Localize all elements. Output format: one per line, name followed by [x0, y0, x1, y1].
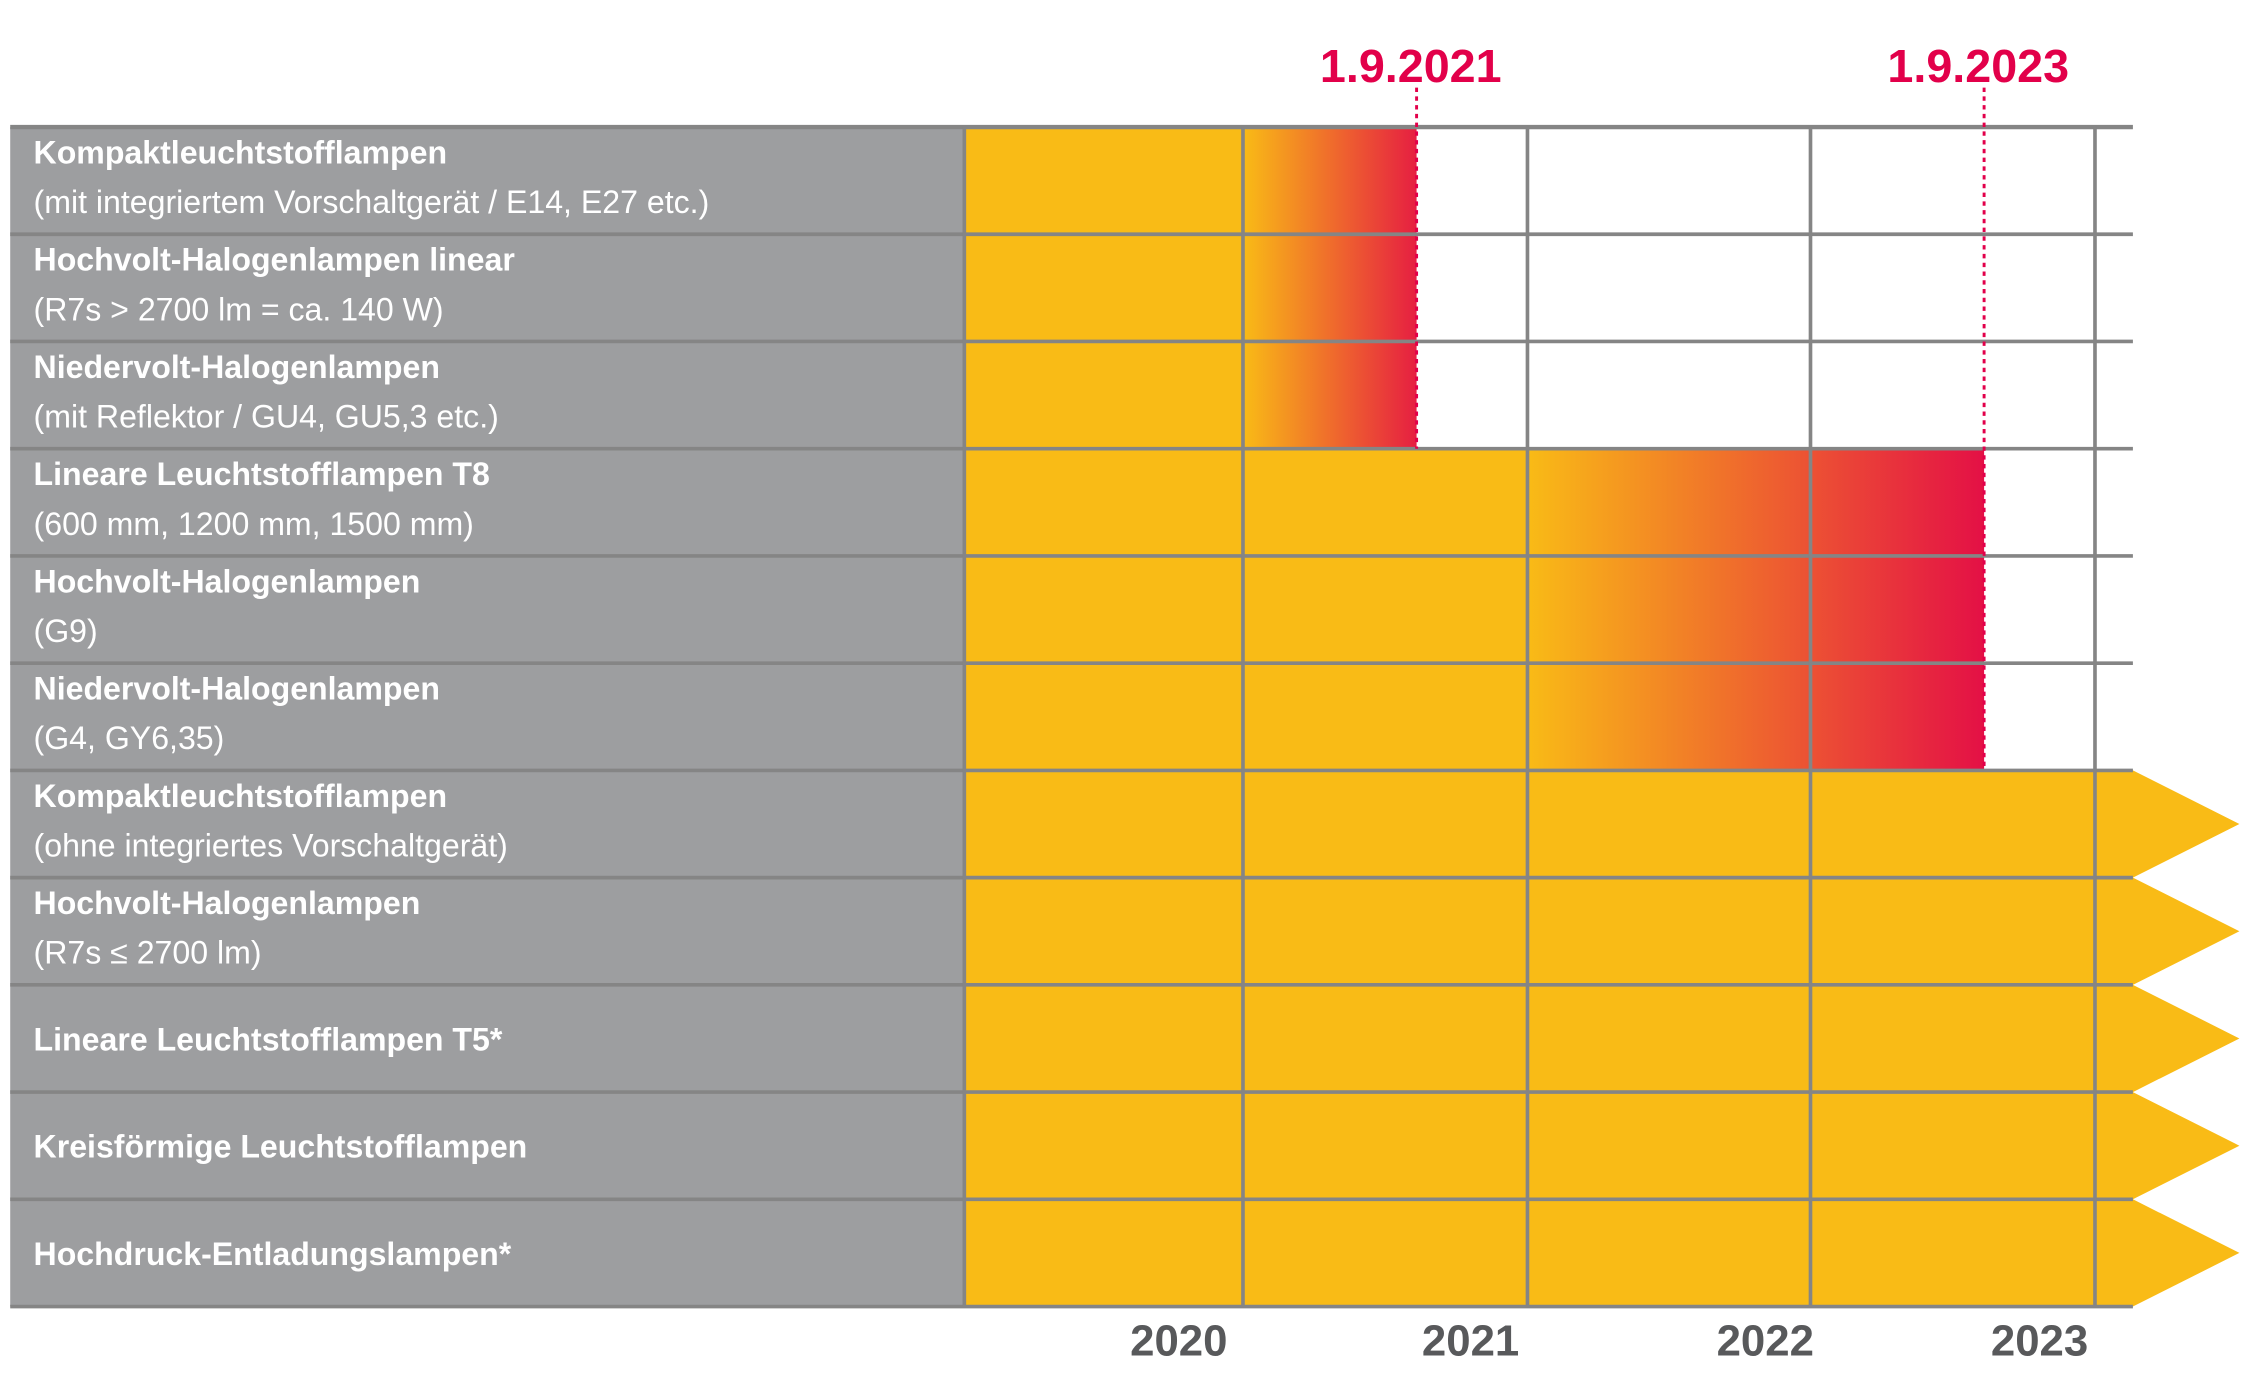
row-subtitle: (mit integriertem Vorschaltgerät / E14, …	[34, 184, 710, 220]
row-subtitle: (mit Reflektor / GU4, GU5,3 etc.)	[34, 399, 499, 435]
bar-phase-out	[1242, 234, 1417, 342]
row-label-cell	[10, 448, 963, 556]
bar-phase-out	[1527, 555, 1985, 664]
bar-phase-out	[1527, 663, 1985, 771]
row-title: Hochvolt-Halogenlampen	[34, 885, 421, 921]
row-label-cell	[10, 341, 963, 449]
row-title: Kompaktleuchtstofflampen	[34, 134, 448, 170]
bar-phase-out	[1527, 448, 1985, 556]
row-label-cell	[10, 555, 963, 664]
x-tick-label: 2021	[1422, 1316, 1519, 1365]
bar-active	[964, 341, 1243, 449]
row-title: Hochdruck-Entladungslampen*	[34, 1236, 512, 1272]
bar-ongoing-arrow	[964, 984, 2240, 1093]
row-subtitle: (G4, GY6,35)	[34, 720, 225, 756]
row-title: Lineare Leuchtstofflampen T8	[34, 456, 490, 492]
row-label-cell	[10, 770, 963, 878]
row-title: Niedervolt-Halogenlampen	[34, 349, 440, 385]
row-label-cell	[10, 663, 963, 771]
row-title: Kompaktleuchtstofflampen	[34, 778, 448, 814]
bar-active	[964, 555, 1528, 664]
row-title: Hochvolt-Halogenlampen linear	[34, 242, 515, 278]
row-title: Niedervolt-Halogenlampen	[34, 671, 440, 707]
row-title: Lineare Leuchtstofflampen T5*	[34, 1021, 503, 1057]
row-subtitle: (ohne integriertes Vorschaltgerät)	[34, 827, 508, 863]
row-subtitle: (R7s ≤ 2700 lm)	[34, 935, 262, 971]
row-subtitle: (R7s > 2700 lm = ca. 140 W)	[34, 291, 444, 327]
bar-active	[964, 127, 1243, 235]
marker-label: 1.9.2021	[1320, 40, 1502, 92]
bar-ongoing-arrow	[964, 877, 2240, 985]
bar-ongoing-arrow	[964, 770, 2240, 878]
marker-label: 1.9.2023	[1887, 40, 2069, 92]
row-title: Hochvolt-Halogenlampen	[34, 563, 421, 599]
bar-ongoing-arrow	[964, 1199, 2240, 1307]
row-label-cell	[10, 1092, 963, 1200]
bar-ongoing-arrow	[964, 1092, 2240, 1200]
row-subtitle: (G9)	[34, 613, 98, 649]
bar-phase-out	[1242, 127, 1417, 235]
x-tick-label: 2022	[1717, 1316, 1814, 1365]
row-title: Kreisförmige Leuchtstofflampen	[34, 1129, 528, 1165]
bar-active	[964, 234, 1243, 342]
row-label-cell	[10, 234, 963, 342]
row-label-cell	[10, 984, 963, 1093]
x-tick-label: 2020	[1130, 1316, 1227, 1365]
bar-active	[964, 448, 1528, 556]
row-subtitle: (600 mm, 1200 mm, 1500 mm)	[34, 506, 474, 542]
row-label-cell	[10, 1199, 963, 1307]
bar-phase-out	[1242, 341, 1417, 449]
bar-active	[964, 663, 1528, 771]
row-label-cell	[10, 877, 963, 985]
row-label-cell	[10, 127, 963, 235]
x-tick-label: 2023	[1991, 1316, 2088, 1365]
